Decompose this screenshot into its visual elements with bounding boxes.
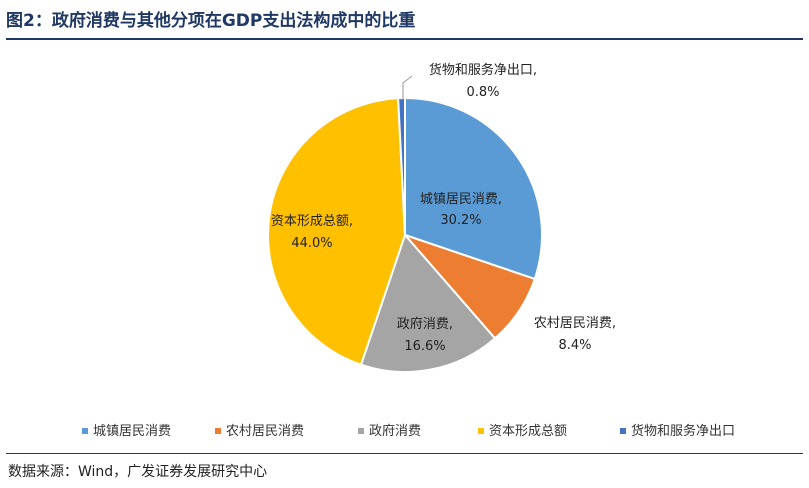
legend-swatch-1 bbox=[215, 428, 221, 434]
pie-slice-4 bbox=[397, 96, 406, 236]
legend-label-3: 资本形成总额 bbox=[489, 424, 567, 439]
leader-lines bbox=[402, 75, 413, 99]
slice-label-name-3: 资本形成总额, bbox=[271, 214, 353, 229]
slice-label-name-0: 城镇居民消费, bbox=[420, 192, 502, 207]
slice-label-name-2: 政府消费, bbox=[397, 317, 453, 332]
slice-labels: 城镇居民消费, 30.2% 农村居民消费, 8.4% 政府消费, 16.6% 资本形成总额,… bbox=[271, 62, 616, 354]
legend-swatch-3 bbox=[478, 428, 484, 434]
slice-label-value-4: 0.8% bbox=[466, 85, 499, 100]
footer-rule bbox=[6, 453, 803, 454]
legend-swatch-4 bbox=[620, 428, 626, 434]
legend-swatch-0 bbox=[82, 428, 88, 434]
slice-label-value-3: 44.0% bbox=[291, 236, 332, 251]
chart-legend: 城镇居民消费 农村居民消费 政府消费 资本形成总额 货物和服务净出口 bbox=[82, 423, 735, 439]
legend-swatch-2 bbox=[358, 428, 364, 434]
pie-slice-3 bbox=[267, 97, 407, 367]
legend-label-4: 货物和服务净出口 bbox=[631, 423, 735, 439]
leader-line-net-exports bbox=[402, 75, 413, 99]
slice-label-name-1: 农村居民消费, bbox=[534, 316, 616, 331]
pie-chart: 城镇居民消费, 30.2% 农村居民消费, 8.4% 政府消费, 16.6% 资本形成总额,… bbox=[82, 62, 735, 439]
slice-label-value-1: 8.4% bbox=[558, 338, 591, 353]
slice-label-value-0: 30.2% bbox=[440, 213, 481, 228]
pie-slice-0 bbox=[404, 96, 543, 281]
pie-slice-2 bbox=[359, 233, 497, 373]
data-source-note: 数据来源：Wind，广发证券发展研究中心 bbox=[8, 464, 268, 480]
legend-label-2: 政府消费 bbox=[369, 424, 421, 439]
slice-label-name-4: 货物和服务净出口, bbox=[429, 62, 537, 78]
title-underline bbox=[6, 38, 803, 40]
pie-slices bbox=[267, 96, 543, 373]
figure-title: 图2：政府消费与其他分项在GDP支出法构成中的比重 bbox=[6, 11, 416, 31]
slice-label-value-2: 16.6% bbox=[404, 339, 445, 354]
legend-label-0: 城镇居民消费 bbox=[93, 424, 171, 439]
legend-label-1: 农村居民消费 bbox=[226, 424, 304, 439]
